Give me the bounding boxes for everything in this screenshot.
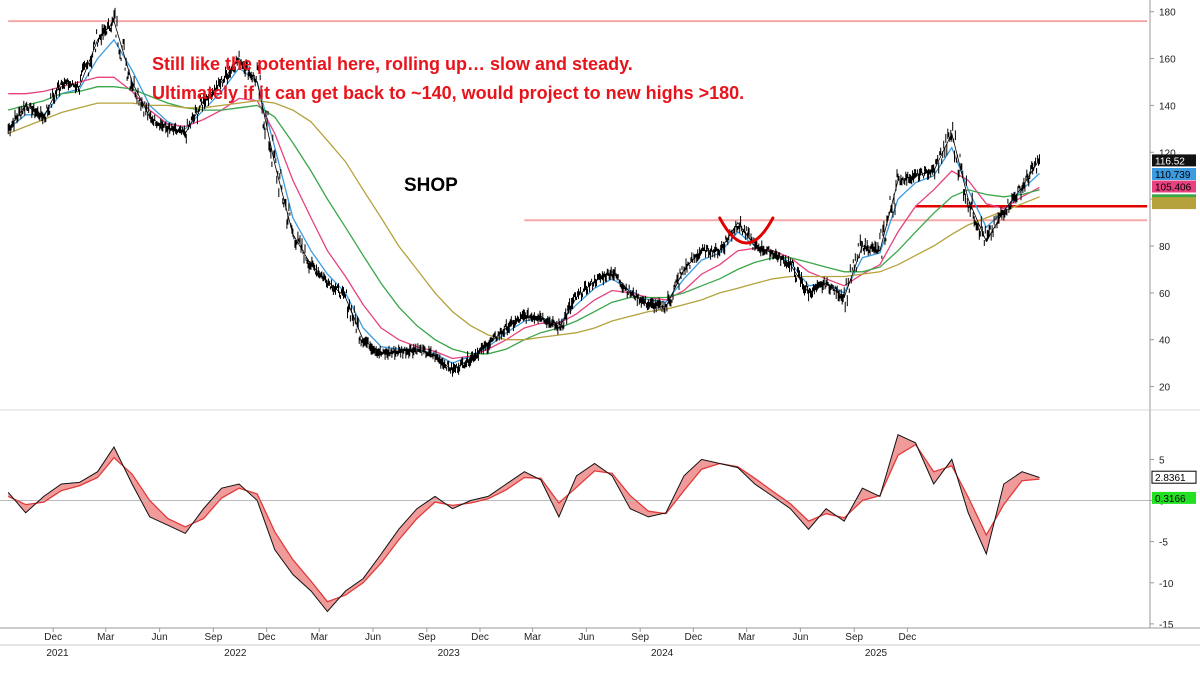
upper-y-tick-label-140: 140 [1159, 101, 1176, 112]
oscillator-line [7, 434, 1040, 613]
cup-arc [718, 216, 775, 245]
x-month-label-13: Mar [738, 632, 756, 643]
x-month-label-8: Dec [471, 632, 489, 643]
upper-tag-bg-0 [1152, 154, 1196, 167]
x-month-label-7: Sep [418, 632, 436, 643]
upper-y-tick-label-40: 40 [1159, 336, 1171, 347]
x-month-label-11: Sep [631, 632, 649, 643]
lower-tag-label-0: 2.8361 [1155, 473, 1186, 484]
price-line [7, 20, 1040, 371]
sma-long-line [7, 100, 1040, 341]
lower-tag-bg-1 [1152, 491, 1196, 504]
x-month-label-10: Jun [578, 632, 594, 643]
oscillator-lines [7, 434, 1040, 613]
lower-y-tick-label--10: -10 [1159, 579, 1174, 590]
oscillator-fill [8, 434, 1040, 612]
x-month-label-5: Mar [311, 632, 329, 643]
x-year-label-2023: 2023 [438, 648, 461, 659]
upper-y-tick-label-80: 80 [1159, 242, 1171, 253]
lower-y-tick-label--15: -15 [1159, 620, 1174, 631]
x-month-label-0: Dec [44, 632, 62, 643]
x-month-label-15: Sep [845, 632, 863, 643]
x-month-label-3: Sep [205, 632, 223, 643]
sma-mid-line [8, 76, 1040, 360]
upper-tag-label-1: 110.739 [1155, 170, 1191, 181]
ticker-label: SHOP [404, 175, 458, 196]
upper-tag-label-0: 116.52 [1155, 156, 1185, 167]
x-year-label-2025: 2025 [865, 648, 888, 659]
annotation-line-1: Still like the potential here, rolling u… [152, 54, 633, 74]
annotation-line-2: Ultimately if it can get back to ~140, w… [152, 83, 744, 103]
upper-tag-label-2: 105.406 [1155, 183, 1192, 194]
upper-tag-bg-4 [1152, 197, 1196, 210]
lower-y-tick-label-5: 5 [1159, 455, 1165, 466]
upper-y-tick-label-180: 180 [1159, 8, 1176, 19]
x-month-label-12: Dec [685, 632, 703, 643]
x-axis-ticks: Dec Mar Jun Sep Dec Mar Jun Sep Dec Mar Jun Sep Dec M… [44, 628, 916, 659]
signal-line [7, 443, 1040, 603]
upper-y-tick-label-160: 160 [1159, 55, 1176, 66]
x-month-label-4: Dec [258, 632, 276, 643]
x-year-label-2024: 2024 [651, 648, 674, 659]
lower-value-tags: 2.8361 0.3166 [1151, 470, 1197, 505]
lower-tag-label-1: 0.3166 [1155, 494, 1186, 505]
x-month-label-14: Jun [792, 632, 808, 643]
oscillator-band [8, 434, 1040, 612]
sma-fast-line [7, 38, 1040, 364]
x-month-label-2: Jun [152, 632, 168, 643]
moving-averages [7, 38, 1040, 364]
upper-y-tick-label-120: 120 [1159, 148, 1176, 159]
lower-tag-bg-0 [1151, 470, 1197, 484]
x-year-label-2022: 2022 [224, 648, 247, 659]
x-month-label-9: Mar [524, 632, 542, 643]
upper-tag-bg-1 [1152, 168, 1196, 180]
x-year-label-2021: 2021 [46, 648, 69, 659]
price-series [7, 7, 1040, 377]
upper-y-tick-label-60: 60 [1159, 289, 1171, 300]
lower-y-tick-label--5: -5 [1159, 538, 1168, 549]
x-month-label-1: Mar [97, 632, 115, 643]
upper-tag-bg-2 [1152, 180, 1196, 193]
upper-value-tags: 116.52 110.739 105.406 [1152, 154, 1196, 210]
cup-annotation [718, 216, 775, 245]
level-lines [8, 20, 1148, 222]
x-month-label-6: Jun [365, 632, 381, 643]
x-month-label-16: Dec [899, 632, 917, 643]
upper-y-tick-label-20: 20 [1159, 383, 1171, 394]
